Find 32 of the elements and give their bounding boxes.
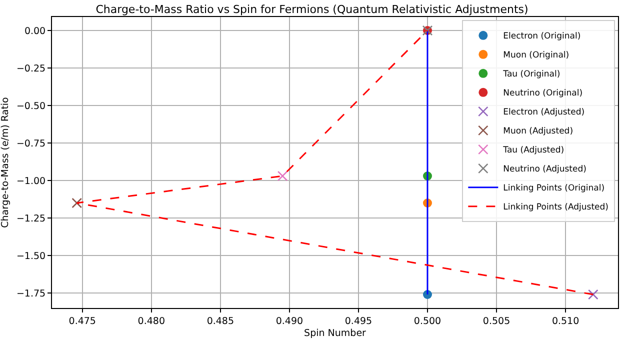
point [588, 289, 598, 300]
x-tick-label: 0.485 [206, 316, 234, 327]
legend-label: Neutrino (Original) [503, 88, 583, 99]
legend-label: Electron (Original) [503, 32, 581, 42]
y-tick-label: −0.50 [16, 100, 46, 112]
x-tick-label: 0.495 [344, 316, 372, 327]
point [72, 198, 82, 208]
legend-label: Linking Points (Adjusted) [503, 202, 608, 213]
legend-label: Muon (Original) [503, 50, 570, 61]
legend-label: Linking Points (Original) [503, 184, 605, 194]
legend-label: Tau (Original) [502, 70, 560, 80]
legend-label: Neutrino (Adjusted) [503, 164, 586, 175]
x-tick-label: 0.510 [552, 316, 580, 327]
y-tick-label: −1.00 [16, 176, 46, 187]
legend-label: Tau (Adjusted) [502, 146, 564, 156]
legend-label: Electron (Adjusted) [503, 108, 585, 118]
y-tick-label: −1.50 [16, 250, 46, 262]
x-tick-label: 0.505 [482, 316, 510, 327]
x-tick-label: 0.480 [138, 316, 165, 327]
y-tick-label: −1.75 [16, 288, 46, 300]
legend-label: Muon (Adjusted) [503, 126, 574, 137]
x-axis-title: Spin Number [304, 328, 366, 339]
y-tick-label: −1.25 [16, 213, 46, 224]
y-tick-label: −0.25 [16, 63, 46, 74]
y-axis-title: Charge-to-Mass (e/m) Ratio [0, 96, 11, 228]
y-tick-label: −0.75 [16, 138, 46, 150]
x-tick-label: 0.490 [276, 316, 304, 327]
y-tick-label: 0.00 [24, 26, 46, 37]
x-tick-label: 0.500 [414, 316, 442, 327]
point [277, 170, 288, 182]
chart-title: Charge-to-Mass Ratio vs Spin for Fermions (Quantum Relativistic Adjustments) [96, 2, 528, 16]
x-tick-label: 0.475 [68, 316, 96, 327]
